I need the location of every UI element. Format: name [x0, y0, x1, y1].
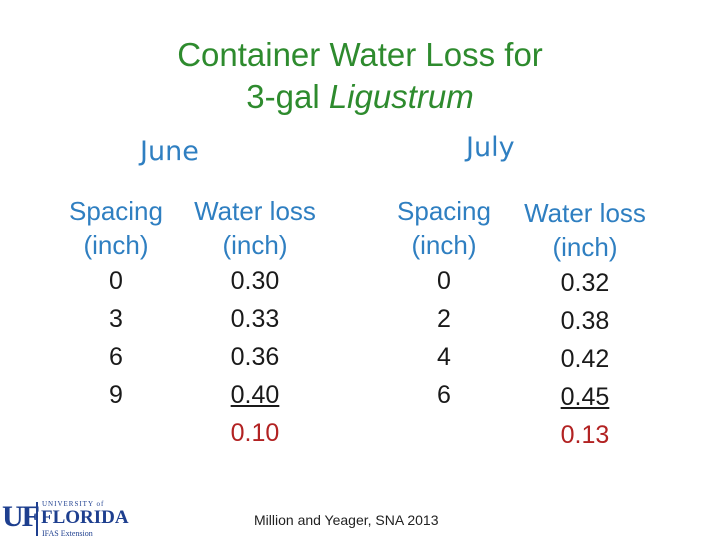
- july-loss-header-1: Water loss: [524, 198, 646, 228]
- june-spacing-value: 9: [109, 381, 123, 409]
- july-loss-column: Water loss (inch) 0.32 0.38 0.42 0.45 0.…: [514, 196, 656, 454]
- logo-divider: [36, 502, 38, 536]
- july-spacing-header-1: Spacing: [397, 196, 491, 226]
- july-spacing-column: Spacing (inch) 0 2 4 6: [384, 194, 504, 414]
- july-loss-value: 0.32: [560, 269, 610, 297]
- july-loss-value: 0.42: [560, 345, 610, 373]
- logo-ifas: IFAS Extension: [42, 529, 93, 538]
- june-loss-value: 0.30: [230, 267, 280, 295]
- june-loss-column: Water loss (inch) 0.30 0.33 0.36 0.40 0.…: [184, 194, 326, 452]
- july-loss-difference: 0.13: [560, 421, 610, 449]
- title-prefix: 3-gal: [246, 78, 329, 115]
- july-loss-header-2: (inch): [552, 232, 618, 262]
- july-spacing-value: 0: [437, 267, 451, 295]
- june-loss-header-1: Water loss: [194, 196, 316, 226]
- july-spacing-value: 2: [437, 305, 451, 333]
- june-spacing-column: Spacing (inch) 0 3 6 9: [60, 194, 172, 414]
- june-spacing-header-1: Spacing: [69, 196, 163, 226]
- june-loss-value: 0.33: [230, 305, 280, 333]
- july-loss-value-last: 0.45: [560, 383, 610, 411]
- june-loss-header-2: (inch): [222, 230, 288, 260]
- july-spacing-value: 4: [437, 343, 451, 371]
- june-label: June: [140, 136, 199, 167]
- july-label: July: [466, 132, 515, 163]
- june-loss-value: 0.36: [230, 343, 280, 371]
- uf-ifas-logo: UF UNIVERSITY of FLORIDA IFAS Extension: [2, 498, 129, 540]
- june-spacing-value: 3: [109, 305, 123, 333]
- june-spacing-value: 6: [109, 343, 123, 371]
- title-italic: Ligustrum: [328, 78, 474, 115]
- title-line-2: 3-gal Ligustrum: [0, 76, 720, 118]
- july-loss-value: 0.38: [560, 307, 610, 335]
- citation: Million and Yeager, SNA 2013: [254, 512, 439, 528]
- june-spacing-value: 0: [109, 267, 123, 295]
- june-loss-difference: 0.10: [230, 419, 280, 447]
- june-loss-value-last: 0.40: [230, 381, 280, 409]
- page-title: Container Water Loss for 3-gal Ligustrum: [0, 34, 720, 118]
- july-spacing-value: 6: [437, 381, 451, 409]
- logo-university-of: UNIVERSITY of: [42, 500, 105, 508]
- title-line-1: Container Water Loss for: [177, 36, 543, 73]
- logo-uf: UF: [2, 500, 40, 533]
- logo-florida: FLORIDA: [41, 507, 129, 528]
- july-spacing-header-2: (inch): [411, 230, 477, 260]
- june-spacing-header-2: (inch): [83, 230, 149, 260]
